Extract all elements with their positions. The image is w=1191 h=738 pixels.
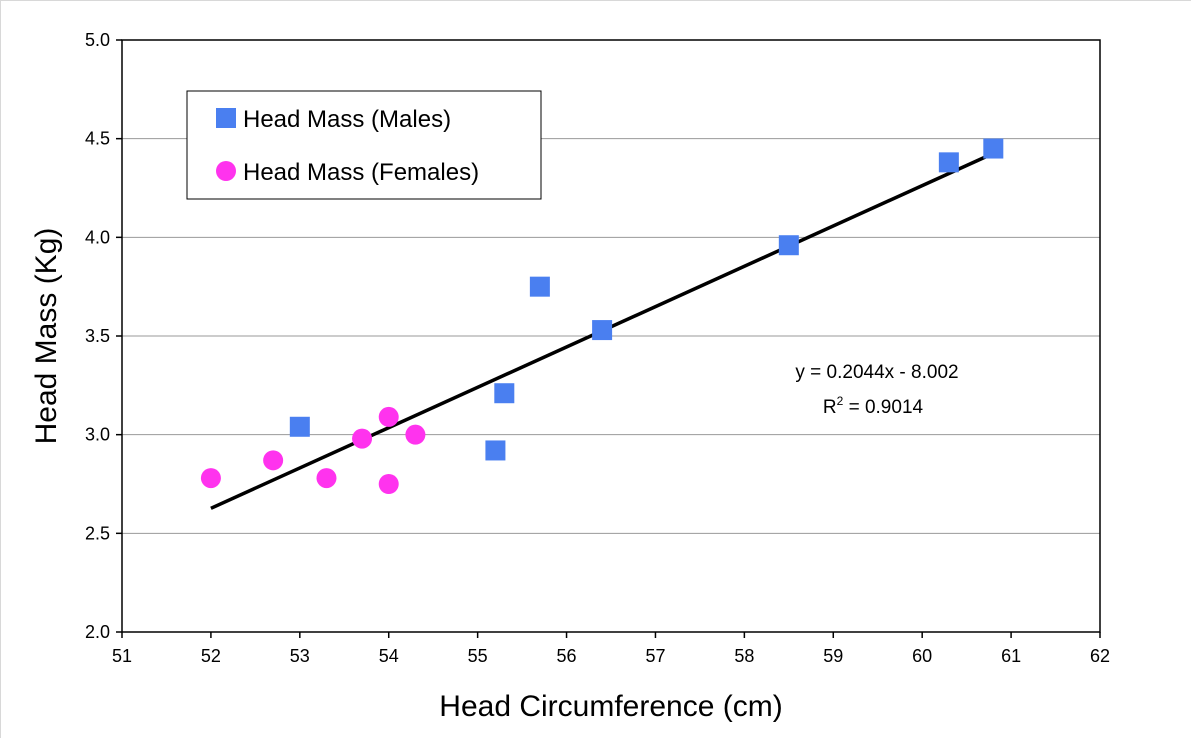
r-squared-prefix: R <box>823 397 837 418</box>
y-tick-label: 4.0 <box>85 227 110 247</box>
legend: Head Mass (Males) Head Mass (Females) <box>186 90 542 200</box>
x-tick-label: 62 <box>1090 646 1110 666</box>
data-point-male-square <box>938 152 959 173</box>
data-point-male-square <box>778 235 799 256</box>
r-squared-value: = 0.9014 <box>843 397 923 418</box>
data-point-male-square <box>289 416 310 437</box>
y-tick-label: 2.0 <box>85 622 110 642</box>
legend-label-females: Head Mass (Females) <box>243 159 479 186</box>
x-tick-label: 58 <box>734 646 754 666</box>
legend-marker-females-circle <box>216 161 236 181</box>
data-point-male-square <box>592 320 613 341</box>
y-axis-title: Head Mass (Kg) <box>30 228 63 445</box>
data-point-male-square <box>529 276 550 297</box>
data-point-male-square <box>485 440 506 461</box>
x-tick-label: 51 <box>112 646 132 666</box>
x-axis-title: Head Circumference (cm) <box>439 690 782 723</box>
data-point-female-circle <box>200 468 221 489</box>
y-tick-label: 4.5 <box>85 129 110 149</box>
x-tick-label: 57 <box>645 646 665 666</box>
data-point-female-circle <box>352 428 373 449</box>
data-points <box>200 138 1004 494</box>
data-point-female-circle <box>378 406 399 427</box>
data-point-female-circle <box>378 474 399 494</box>
r-squared-exponent: 2 <box>837 394 844 408</box>
y-tick-label: 2.5 <box>85 523 110 543</box>
y-tick-label: 5.0 <box>85 30 110 50</box>
y-tick-label: 3.5 <box>85 326 110 346</box>
x-tick-label: 56 <box>557 646 577 666</box>
x-tick-label: 54 <box>379 646 399 666</box>
legend-box <box>186 90 542 200</box>
x-tick-label: 53 <box>290 646 310 666</box>
legend-marker-males-square <box>216 108 236 128</box>
x-tick-label: 60 <box>912 646 932 666</box>
data-point-female-circle <box>316 468 337 489</box>
data-point-male-square <box>983 138 1004 159</box>
axis-ticks: 2.0 2.5 3.0 3.5 4.0 4.5 5.0 51 52 53 54 55 56 57 58 59 6… <box>85 30 1110 666</box>
legend-label-males: Head Mass (Males) <box>243 106 451 133</box>
data-point-male-square <box>494 383 515 404</box>
x-tick-label: 59 <box>823 646 843 666</box>
y-tick-label: 3.0 <box>85 425 110 445</box>
x-tick-label: 52 <box>201 646 221 666</box>
x-tick-label: 61 <box>1001 646 1021 666</box>
trendline-equation: y = 0.2044x - 8.002 <box>795 362 958 383</box>
data-point-female-circle <box>263 450 284 471</box>
data-point-female-circle <box>405 424 426 445</box>
x-tick-label: 55 <box>468 646 488 666</box>
r-squared-label: R2 = 0.9014 <box>823 394 924 418</box>
